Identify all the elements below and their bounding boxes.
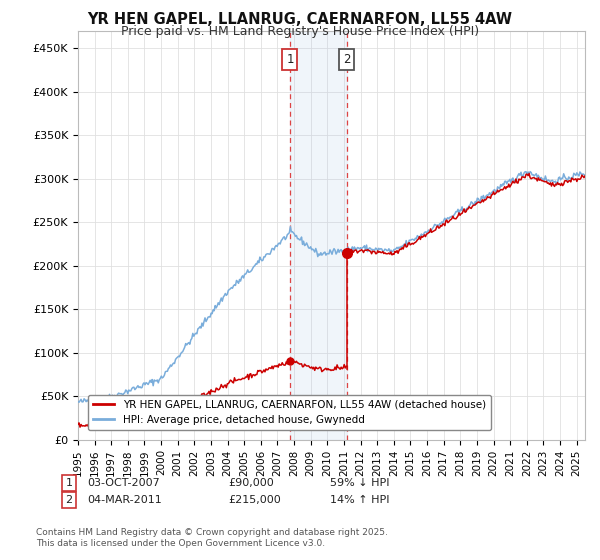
Text: £90,000: £90,000 xyxy=(228,478,274,488)
Text: 14% ↑ HPI: 14% ↑ HPI xyxy=(330,495,389,505)
Text: 2: 2 xyxy=(343,53,350,66)
Text: 1: 1 xyxy=(286,53,293,66)
Text: Contains HM Land Registry data © Crown copyright and database right 2025.
This d: Contains HM Land Registry data © Crown c… xyxy=(36,528,388,548)
Text: YR HEN GAPEL, LLANRUG, CAERNARFON, LL55 4AW: YR HEN GAPEL, LLANRUG, CAERNARFON, LL55 … xyxy=(88,12,512,27)
Text: 2: 2 xyxy=(65,495,73,505)
Text: 59% ↓ HPI: 59% ↓ HPI xyxy=(330,478,389,488)
Text: 1: 1 xyxy=(65,478,73,488)
Legend: YR HEN GAPEL, LLANRUG, CAERNARFON, LL55 4AW (detached house), HPI: Average price: YR HEN GAPEL, LLANRUG, CAERNARFON, LL55 … xyxy=(88,395,491,430)
Text: 03-OCT-2007: 03-OCT-2007 xyxy=(87,478,160,488)
Text: 04-MAR-2011: 04-MAR-2011 xyxy=(87,495,162,505)
Text: £215,000: £215,000 xyxy=(228,495,281,505)
Bar xyxy=(290,31,347,440)
Text: Price paid vs. HM Land Registry's House Price Index (HPI): Price paid vs. HM Land Registry's House … xyxy=(121,25,479,38)
